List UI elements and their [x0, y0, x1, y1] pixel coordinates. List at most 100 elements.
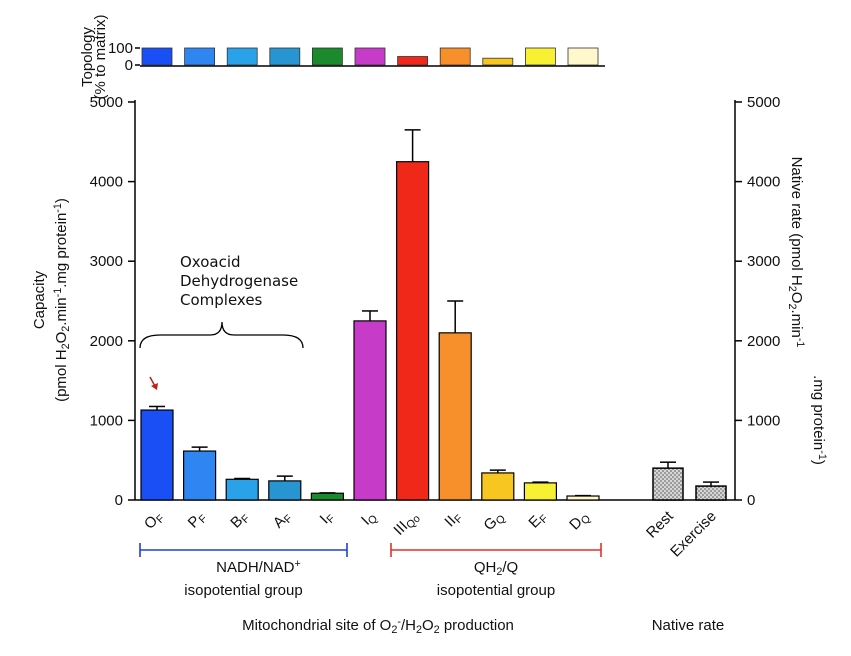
text-part: O [422, 617, 434, 634]
text-part: 2 [496, 566, 502, 578]
topology-bar [184, 47, 216, 66]
bar [481, 472, 515, 501]
text-part: NADH/NAD [216, 559, 295, 576]
topology-bar [439, 47, 471, 66]
text-part: Mitochondrial site of O [242, 617, 391, 634]
bar [523, 482, 558, 501]
topology-label: Topology [79, 26, 96, 87]
x-tick-label: Exercise [667, 508, 720, 561]
x-tick-label: GQ [480, 508, 507, 535]
topology-tick-label: 0 [125, 57, 133, 74]
text-part: Native rate (pmol H [788, 157, 805, 286]
annotation: Complexes [180, 291, 263, 309]
topology-bar [269, 47, 301, 66]
x-tick-label: BF [227, 508, 252, 533]
text-part: /Q [502, 559, 518, 576]
topology-bar [141, 47, 173, 66]
text-part: 2 [434, 624, 440, 636]
annotation: Dehydrogenase [180, 272, 298, 290]
x-tick-label: PF [185, 508, 210, 533]
text-part: + [295, 558, 301, 570]
x-tick-label: AF [270, 508, 295, 533]
bar [652, 467, 684, 501]
y2-label: .mg protein-1) [810, 375, 828, 465]
bar [566, 495, 600, 501]
topology-bar [226, 47, 258, 66]
text-part: O [788, 292, 805, 304]
topology-bar [567, 47, 599, 66]
text-part: 2 [60, 343, 72, 349]
x-tick-label: Rest [643, 507, 677, 541]
y-tick-label: 3000 [90, 253, 123, 270]
x-tick-label: IF [317, 508, 338, 529]
y-tick-label: 4000 [90, 174, 123, 191]
y2-tick-label: 5000 [747, 94, 780, 111]
text-part: .mg protein [810, 375, 827, 450]
group-sublabel: isopotential group [184, 582, 302, 599]
bar [353, 320, 387, 501]
y-tick-label: 0 [115, 492, 123, 509]
text-part: ) [810, 460, 827, 465]
annotation: Oxoacid [180, 253, 241, 271]
y2-tick-label: 0 [747, 492, 755, 509]
topology-bar [397, 56, 429, 66]
x-tick-label: DQ [566, 508, 593, 535]
y-tick-label: 5000 [90, 94, 123, 111]
topology-bar [354, 47, 386, 66]
text-part: - [397, 616, 401, 628]
y-label: (pmol H2O2.min-1.mg protein-1) [52, 198, 72, 402]
bar [396, 161, 430, 501]
y2-tick-label: 3000 [747, 253, 780, 270]
text-part: 2 [786, 286, 798, 292]
text-part: (pmol H [53, 349, 70, 402]
text-part: QH [474, 559, 497, 576]
topology-bar [311, 47, 343, 66]
brace [139, 321, 304, 349]
group-sublabel: isopotential group [437, 582, 555, 599]
y2-label: Native rate (pmol H2O2.min-1 [786, 157, 806, 348]
text-part: -1 [52, 288, 64, 298]
bar [695, 485, 727, 501]
group-label: QH2/Q [474, 559, 518, 578]
topology-tick-label: 100 [108, 40, 133, 57]
x-tick-label: OF [141, 508, 167, 534]
text-part: .min [53, 297, 70, 325]
bar [268, 480, 302, 501]
x-label: Mitochondrial site of O2-/H2O2 productio… [242, 616, 514, 636]
bar [438, 332, 472, 501]
topology-bar [525, 47, 556, 66]
x-tick-label: IIF [441, 508, 465, 532]
x-tick-label: IIIQo [390, 508, 422, 540]
x-tick-label: IQ [358, 508, 380, 530]
text-part: production [440, 617, 514, 634]
y-tick-label: 2000 [90, 333, 123, 350]
bar [183, 450, 217, 501]
text-part: O [53, 332, 70, 344]
y2-tick-label: 4000 [747, 174, 780, 191]
x-tick-label: EF [525, 508, 550, 533]
text-part: -1 [52, 203, 64, 213]
text-part: .min [788, 309, 805, 337]
text-part: 2 [416, 624, 422, 636]
text-part: -1 [794, 338, 806, 348]
text-part: .mg protein [53, 213, 70, 288]
red-arrow [149, 376, 158, 390]
text-part: /H [401, 617, 416, 634]
topology-bar [482, 57, 514, 66]
text-part: 2 [391, 624, 397, 636]
bar [225, 478, 259, 501]
bar [140, 409, 174, 501]
text-part: 2 [786, 303, 798, 309]
y-tick-label: 1000 [90, 412, 123, 429]
y2-tick-label: 2000 [747, 333, 780, 350]
text-part: ) [53, 198, 70, 203]
x2-label: Native rate [652, 617, 725, 634]
text-part: 2 [60, 326, 72, 332]
y-label: Capacity [31, 270, 48, 329]
text-part: -1 [816, 450, 828, 460]
group-label: NADH/NAD+ [216, 558, 301, 576]
y2-tick-label: 1000 [747, 412, 780, 429]
topology-label: (% to matrix) [92, 14, 109, 99]
bar [310, 492, 344, 501]
